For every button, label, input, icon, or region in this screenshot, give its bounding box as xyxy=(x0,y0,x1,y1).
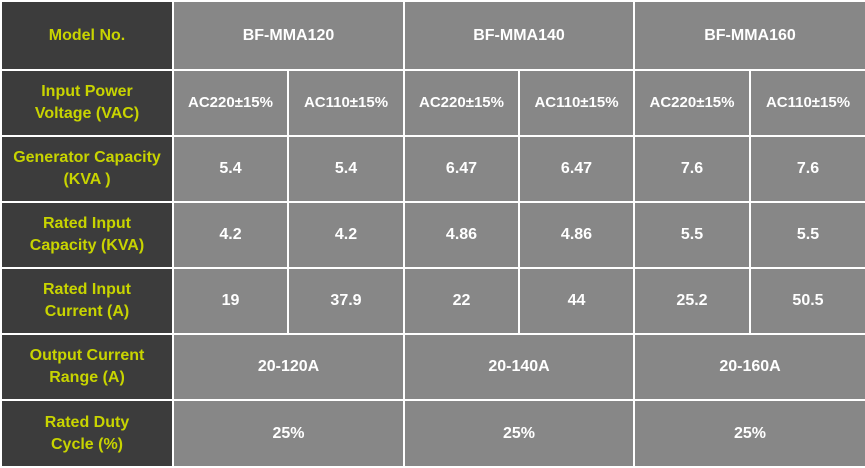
rated-input-current-cell: 44 xyxy=(518,267,635,335)
rated-input-capacity-cell: 4.2 xyxy=(172,201,289,269)
rated-duty-cycle-row: Rated Duty Cycle (%) 25% 25% 25% xyxy=(0,399,865,468)
rated-input-capacity-cell: 5.5 xyxy=(633,201,751,269)
rated-input-capacity-cell: 4.2 xyxy=(287,201,405,269)
rated-duty-cycle-cell: 25% xyxy=(403,399,635,468)
input-voltage-cell: AC220±15% xyxy=(403,69,520,137)
output-current-range-cell: 20-160A xyxy=(633,333,865,401)
rated-input-capacity-label: Rated Input Capacity (KVA) xyxy=(0,201,174,269)
rated-duty-cycle-label: Rated Duty Cycle (%) xyxy=(0,399,174,468)
input-voltage-cell: AC110±15% xyxy=(518,69,635,137)
rated-input-current-label: Rated Input Current (A) xyxy=(0,267,174,335)
rated-input-capacity-cell: 4.86 xyxy=(403,201,520,269)
rated-duty-cycle-cell: 25% xyxy=(633,399,865,468)
generator-capacity-cell: 5.4 xyxy=(172,135,289,203)
rated-input-capacity-row: Rated Input Capacity (KVA) 4.2 4.2 4.86 … xyxy=(0,201,865,269)
input-voltage-row: Input Power Voltage (VAC) AC220±15% AC11… xyxy=(0,69,865,137)
rated-input-current-cell: 19 xyxy=(172,267,289,335)
rated-input-current-cell: 50.5 xyxy=(749,267,865,335)
generator-capacity-label: Generator Capacity (KVA ) xyxy=(0,135,174,203)
output-current-range-label: Output Current Range (A) xyxy=(0,333,174,401)
generator-capacity-cell: 7.6 xyxy=(633,135,751,203)
rated-input-capacity-cell: 5.5 xyxy=(749,201,865,269)
output-current-range-row: Output Current Range (A) 20-120A 20-140A… xyxy=(0,333,865,401)
rated-input-current-cell: 22 xyxy=(403,267,520,335)
generator-capacity-cell: 7.6 xyxy=(749,135,865,203)
input-voltage-cell: AC220±15% xyxy=(172,69,289,137)
rated-input-current-cell: 37.9 xyxy=(287,267,405,335)
input-voltage-cell: AC220±15% xyxy=(633,69,751,137)
rated-duty-cycle-cell: 25% xyxy=(172,399,405,468)
model-no-label: Model No. xyxy=(0,0,174,71)
output-current-range-cell: 20-140A xyxy=(403,333,635,401)
model-bf-mma160: BF-MMA160 xyxy=(633,0,865,71)
input-voltage-cell: AC110±15% xyxy=(749,69,865,137)
header-row: Model No. BF-MMA120 BF-MMA140 BF-MMA160 xyxy=(0,0,865,71)
generator-capacity-cell: 6.47 xyxy=(403,135,520,203)
rated-input-current-cell: 25.2 xyxy=(633,267,751,335)
rated-input-current-row: Rated Input Current (A) 19 37.9 22 44 25… xyxy=(0,267,865,335)
input-voltage-cell: AC110±15% xyxy=(287,69,405,137)
model-bf-mma140: BF-MMA140 xyxy=(403,0,635,71)
input-voltage-label: Input Power Voltage (VAC) xyxy=(0,69,174,137)
rated-input-capacity-cell: 4.86 xyxy=(518,201,635,269)
output-current-range-cell: 20-120A xyxy=(172,333,405,401)
model-bf-mma120: BF-MMA120 xyxy=(172,0,405,71)
generator-capacity-cell: 6.47 xyxy=(518,135,635,203)
generator-capacity-cell: 5.4 xyxy=(287,135,405,203)
generator-capacity-row: Generator Capacity (KVA ) 5.4 5.4 6.47 6… xyxy=(0,135,865,203)
